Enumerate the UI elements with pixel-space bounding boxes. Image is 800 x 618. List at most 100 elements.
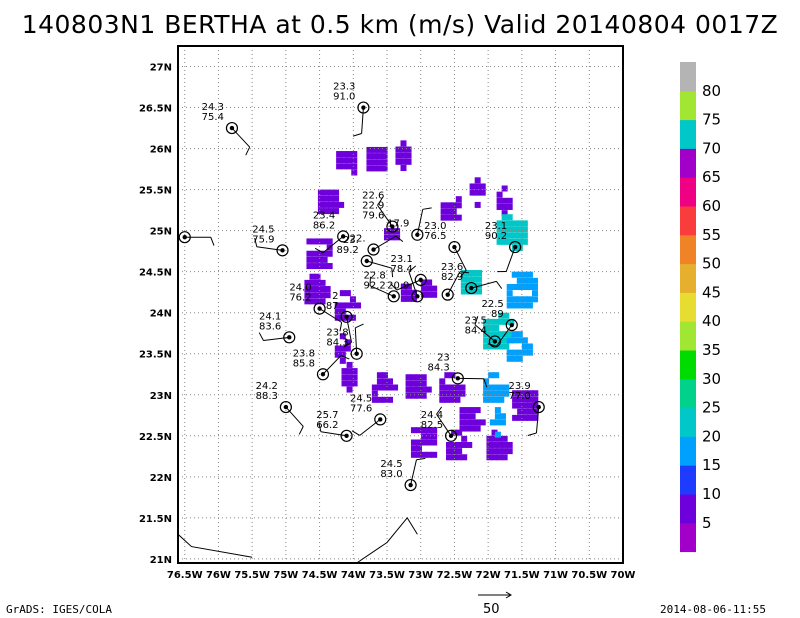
wind-barb — [263, 336, 290, 341]
colorbar-swatch — [680, 119, 696, 149]
wind-cell — [334, 351, 341, 358]
station-marker — [441, 288, 454, 301]
wind-barb-flag — [483, 378, 488, 388]
wind-cell — [410, 295, 417, 302]
wind-cell — [346, 163, 353, 170]
wind-barb — [366, 260, 392, 269]
wind-cell — [410, 427, 417, 434]
wind-cell — [486, 454, 493, 461]
colorbar-label: 5 — [702, 514, 712, 532]
wind-cell — [531, 290, 538, 297]
wind-cell — [395, 146, 402, 153]
y-tick-label: 26N — [150, 145, 172, 156]
wind-cell — [389, 234, 396, 241]
wind-barb-flag — [314, 247, 324, 254]
wind-cell — [309, 279, 316, 286]
wind-cell — [531, 296, 538, 303]
x-tick-label: 76W — [206, 570, 231, 581]
reference-vector-label: 50 — [483, 602, 500, 617]
wind-barb-flag — [245, 146, 251, 156]
wind-cell — [508, 331, 515, 338]
wind-cell — [491, 435, 498, 442]
wind-cell — [346, 151, 353, 158]
colorbar-label: 40 — [702, 312, 721, 330]
wind-barb-flag — [339, 322, 343, 332]
wind-cell — [503, 390, 510, 397]
wind-cell — [376, 146, 383, 153]
station-label: 76.5 — [424, 231, 446, 242]
wind-cell — [421, 291, 428, 298]
wind-cell — [451, 454, 458, 461]
x-tick-label: 70.5W — [571, 570, 607, 581]
wind-cell — [483, 396, 490, 403]
axis-tick-layer: 76.5W 76W 75.5W 75W 74.5W 74W 73.5W 73W 72.5W 72W… — [139, 63, 636, 581]
wind-cell — [459, 413, 466, 420]
colorbar-label: 75 — [702, 111, 721, 129]
y-tick-label: 27N — [150, 63, 172, 74]
wind-cell — [309, 286, 316, 293]
wind-cell — [501, 203, 508, 210]
station-marker — [448, 240, 461, 254]
wind-barb-flag — [422, 207, 432, 210]
wind-cell — [494, 413, 501, 420]
wind-barb — [416, 209, 424, 235]
wind-cell — [445, 214, 452, 221]
wind-barb-flag — [436, 406, 443, 415]
wind-cell — [455, 196, 462, 203]
colorbar-swatch — [680, 350, 696, 380]
wind-cell — [516, 283, 523, 290]
station-label: 89.2 — [337, 245, 359, 256]
colorbar-swatch — [680, 62, 696, 92]
wind-cell — [416, 445, 423, 452]
wind-cell — [496, 448, 503, 455]
x-tick-label: 74W — [341, 570, 366, 581]
wind-cell — [506, 214, 513, 221]
wind-cell — [521, 349, 528, 356]
wind-cell — [319, 298, 326, 305]
wind-cell — [465, 282, 472, 289]
wind-cell — [501, 435, 508, 442]
wind-cell — [346, 380, 353, 387]
wind-cell — [461, 454, 468, 461]
wind-cell — [326, 263, 333, 270]
wind-cell — [522, 414, 529, 421]
wind-cell — [522, 408, 529, 415]
wind-cell — [470, 270, 477, 277]
wind-cell — [521, 232, 528, 239]
wind-cell — [410, 445, 417, 452]
station-label: 24.4 — [421, 410, 443, 421]
wind-cell — [444, 390, 451, 397]
wind-cell — [506, 203, 513, 210]
wind-cell — [421, 433, 428, 440]
wind-cell — [324, 292, 331, 299]
colorbar-swatch — [680, 206, 696, 236]
wind-cell — [493, 372, 500, 379]
wind-cell — [400, 158, 407, 165]
wind-cell — [346, 361, 353, 368]
wind-cell — [321, 250, 328, 257]
wind-cell — [341, 157, 348, 164]
wind-cell — [494, 407, 501, 414]
wind-cell — [501, 448, 508, 455]
station-label: 23.3 — [333, 82, 355, 93]
station-label: 23.5 — [465, 315, 487, 326]
station: 23.076.5 — [424, 221, 467, 278]
wind-cell — [506, 337, 513, 344]
station-label: 25.7 — [316, 410, 338, 421]
wind-cell — [339, 308, 346, 315]
wind-cell — [474, 189, 481, 196]
wind-cell — [317, 189, 324, 196]
station-label: 77.0 — [508, 391, 530, 402]
wind-cell — [450, 214, 457, 221]
wind-cell — [334, 302, 341, 309]
wind-cell — [474, 177, 481, 184]
wind-cell — [425, 386, 432, 393]
reference-vector-arrow-icon — [478, 591, 512, 599]
wind-cell — [501, 210, 508, 217]
station-label: 84.3 — [428, 362, 450, 373]
station: 23.486.2 — [313, 210, 350, 254]
station-label: 82.9 — [441, 272, 463, 283]
wind-cell — [526, 343, 533, 350]
wind-cell — [339, 314, 346, 321]
wind-cell — [376, 159, 383, 166]
